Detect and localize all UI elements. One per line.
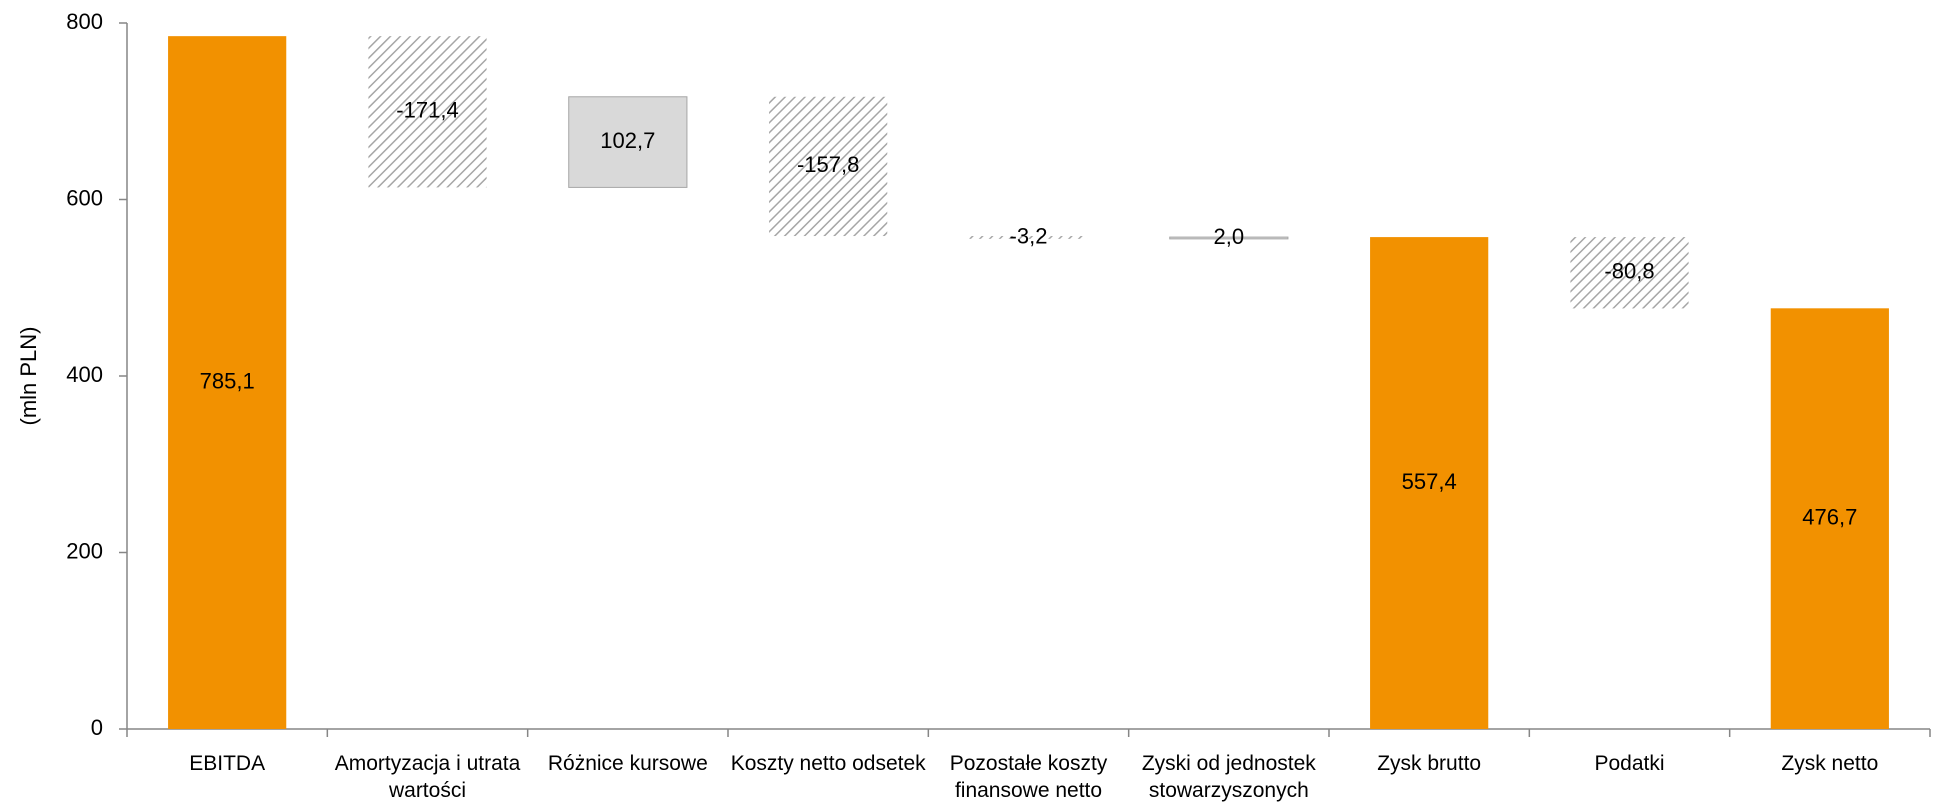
bar (1370, 237, 1489, 730)
bar (969, 236, 1088, 239)
bar (168, 36, 287, 730)
x-tick-label: EBITDA (189, 752, 266, 775)
bar (368, 36, 487, 188)
y-axis-label: (mln PLN) (16, 326, 41, 425)
data-label: -157,8 (797, 152, 859, 177)
bar (1570, 237, 1689, 309)
x-tick-label: Pozostałe koszty finansowe netto (949, 752, 1108, 802)
y-tick-label: 200 (66, 538, 103, 563)
data-label: 476,7 (1802, 504, 1857, 529)
data-label: -3,2 (1010, 223, 1048, 248)
x-tick-label: Amortyzacja i utrata wartości (334, 752, 521, 802)
data-label: 785,1 (200, 368, 255, 393)
data-label: 102,7 (600, 128, 655, 153)
bar (769, 96, 888, 237)
y-tick-label: 800 (66, 9, 103, 34)
data-label: 2,0 (1214, 224, 1245, 249)
x-tick-label: Podatki (1594, 752, 1665, 775)
data-label: -171,4 (396, 98, 458, 123)
x-tick-label: Zyski od jednostek stowarzyszonych (1141, 752, 1316, 802)
y-tick-label: 0 (91, 715, 103, 740)
data-label: -80,8 (1604, 259, 1654, 284)
x-tick-label: Zysk netto (1781, 752, 1879, 775)
x-tick-label: Koszty netto odsetek (730, 752, 926, 775)
x-tick-label: Zysk brutto (1377, 752, 1482, 775)
bar (1770, 308, 1889, 729)
data-label: 557,4 (1402, 469, 1457, 494)
x-tick-label: Różnice kursowe (547, 752, 708, 775)
y-tick-label: 400 (66, 362, 103, 387)
bar (568, 96, 688, 188)
y-tick-label: 600 (66, 185, 103, 210)
bar (1169, 236, 1289, 240)
